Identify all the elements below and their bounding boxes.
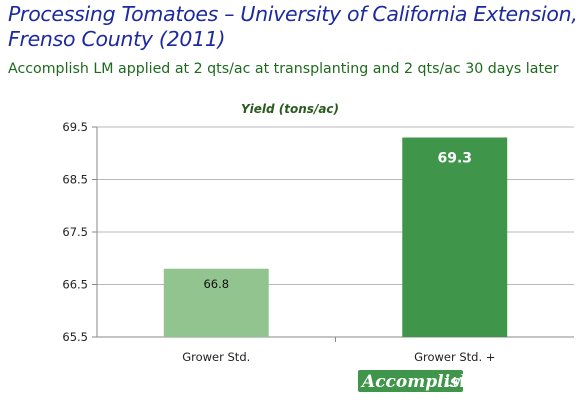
- bar: [402, 137, 508, 337]
- y-tick-label: 65.5: [62, 330, 88, 344]
- logo-suffix: LM: [446, 375, 463, 389]
- x-axis: Grower Std. Grower Std. +: [182, 337, 495, 364]
- bars-group: 66.8 69.3: [163, 137, 508, 337]
- x-tick-label: Grower Std.: [182, 350, 250, 364]
- page-title: Processing Tomatoes – University of Cali…: [8, 2, 578, 51]
- y-tick-label: 68.5: [62, 173, 88, 187]
- logo-word: Accomplish: [360, 372, 472, 392]
- accomplish-logo: Accomplish LM: [358, 370, 472, 392]
- data-label: 69.3: [437, 151, 472, 167]
- x-tick-label: Grower Std. +: [414, 350, 495, 364]
- data-label: 66.8: [203, 277, 229, 291]
- y-tick-label: 66.5: [62, 278, 88, 292]
- y-tick-label: 69.5: [62, 120, 88, 134]
- bar: [163, 268, 269, 337]
- page-subtitle: Accomplish LM applied at 2 qts/ac at tra…: [8, 61, 559, 77]
- chart-title: Yield (tons/ac): [241, 102, 339, 116]
- y-axis: 65.5 66.5 67.5 68.5 69.5: [62, 120, 574, 344]
- y-tick-label: 67.5: [62, 225, 88, 239]
- logo-background: [358, 370, 463, 392]
